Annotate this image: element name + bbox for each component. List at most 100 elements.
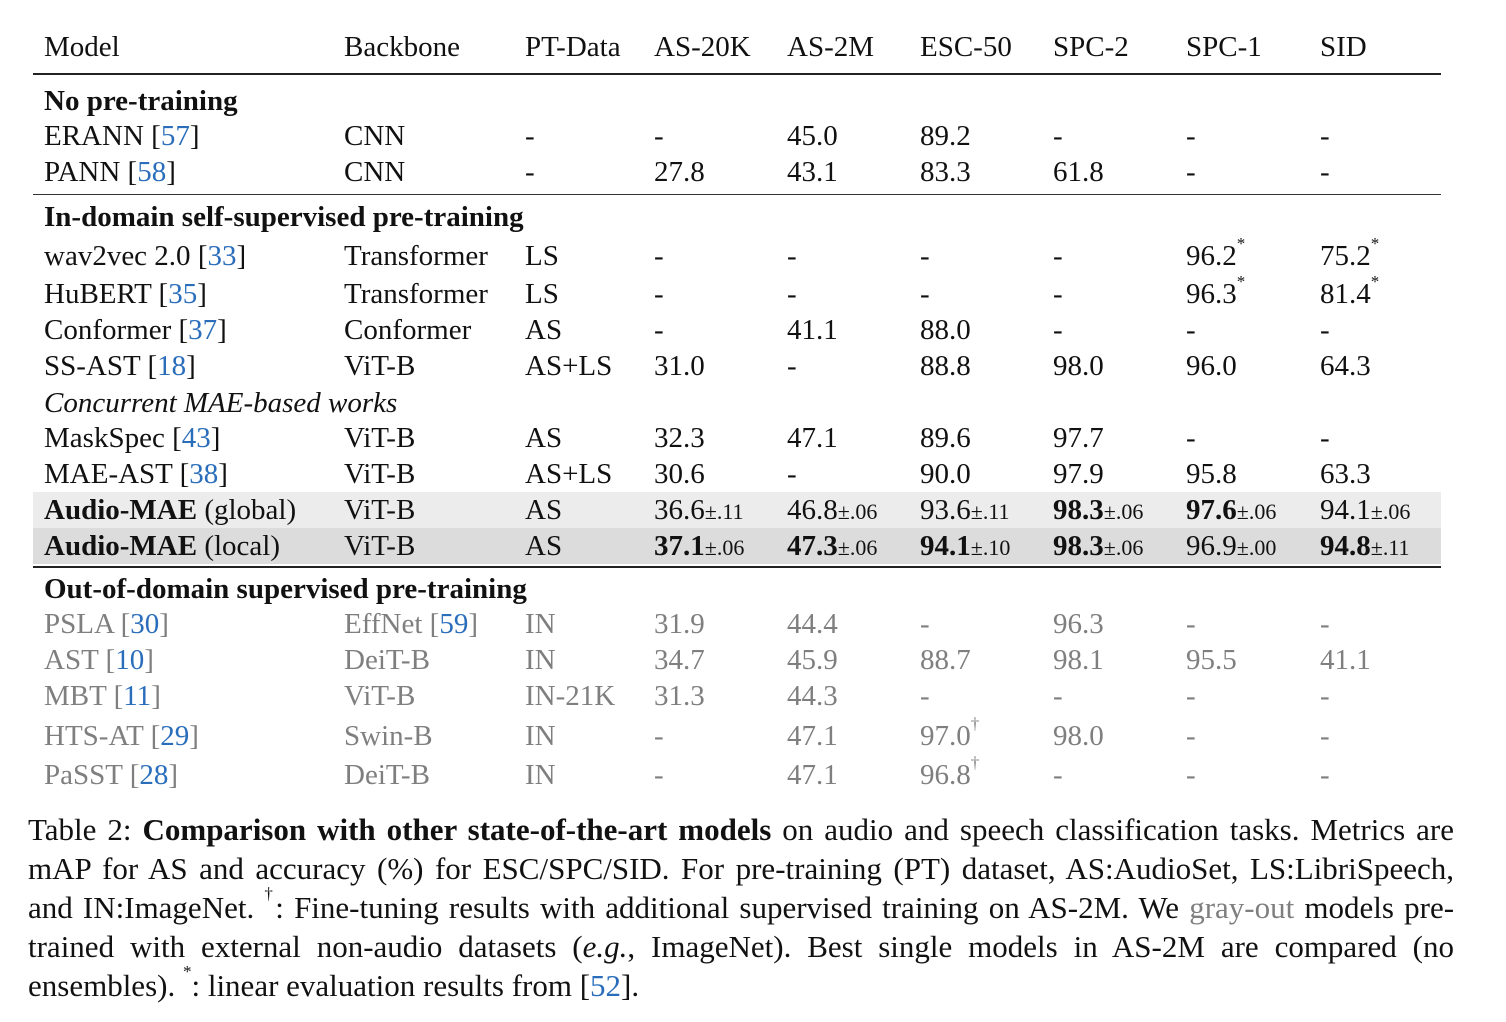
metric-cell: 96.8† [920,753,979,793]
metric-cell: - [654,759,664,791]
metric-cell: - [654,314,664,346]
citation-link[interactable]: 10 [115,644,145,676]
footnote-mark: † [970,714,980,733]
citation-link[interactable]: 18 [157,350,187,382]
metric-cell: 41.1 [1320,644,1371,676]
pt-data-cell: - [525,156,535,188]
pt-data-cell: AS [525,530,563,562]
pt-data-cell: IN [525,608,556,640]
pt-data-cell: AS [525,422,563,454]
column-header: ESC-50 [920,31,1012,63]
caption-text: : linear evaluation results from [ [191,968,591,1003]
backbone-cell: ViT-B [344,348,415,384]
citation-link[interactable]: 57 [160,120,190,152]
metric-cell: 34.7 [654,644,705,676]
std-dev: ±.06 [1103,535,1144,560]
metric-cell: - [654,278,664,310]
std-dev: ±.06 [1236,499,1277,524]
std-dev: ±.11 [1370,535,1410,560]
metric-cell: - [1186,156,1196,188]
citation-link[interactable]: 52 [590,968,622,1003]
citation-link[interactable]: 38 [189,458,219,490]
table-row: wav2vec 2.0 [33] Transformer LS - - - -96.2* 75… [33,234,1441,274]
pt-data-cell: AS [525,314,563,346]
caption-text: models pre-trained with external non-aud… [28,890,1455,964]
model-cell: MAE-AST [38] [44,458,228,490]
column-header: Model [44,31,120,63]
metric-cell: - [1053,314,1063,346]
metric-cell: 97.7 [1053,422,1104,454]
citation-link[interactable]: 30 [130,608,160,640]
metric-value: 47.3 [787,530,838,562]
citation-link[interactable]: 59 [439,608,469,640]
citation-link[interactable]: 28 [139,759,169,791]
metric-cell: 44.4 [787,608,838,640]
metric-value: 96.9 [1186,530,1237,562]
metric-cell: 98.3±.06 [1053,528,1143,566]
model-cell: ERANN [57] [44,120,200,152]
backbone-name: Transformer [344,240,488,272]
metric-cell: 96.3* [1186,272,1245,312]
citation-link[interactable]: 33 [207,240,237,272]
std-dev: ±.06 [837,499,878,524]
metric-cell: 96.2* [1186,234,1245,274]
table-row: HTS-AT [29] Swin-B IN - 47.1 97.0† 98.0 - - [33,714,1441,754]
citation-link[interactable]: 11 [123,680,152,712]
metric-cell: - [1186,680,1196,712]
model-name: wav2vec 2.0 [44,240,191,272]
backbone-name: ViT-B [344,530,416,562]
pt-data-cell: LS [525,240,559,272]
table-rule [33,566,1441,568]
metric-cell: 95.8 [1186,458,1237,490]
metric-cell: 88.0 [920,314,971,346]
footnote-mark: * [1370,272,1380,291]
backbone-name: ViT-B [344,680,416,712]
citation-link[interactable]: 37 [188,314,218,346]
metric-cell: 89.2 [920,120,971,152]
std-dev: ±.11 [704,499,744,524]
metric-value: 98.3 [1053,530,1104,562]
model-name: PaSST [44,759,123,791]
backbone-name: DeiT-B [344,644,430,676]
backbone-cell: ViT-B [344,492,415,528]
citation-link[interactable]: 43 [181,422,211,454]
metric-cell: 98.3±.06 [1053,492,1143,530]
metric-cell: 97.0† [920,714,979,754]
backbone-cell: Transformer [344,238,488,274]
metric-cell: 31.0 [654,350,705,382]
model-name: MaskSpec [44,422,165,454]
model-cell: wav2vec 2.0 [33] [44,240,247,272]
model-cell: HTS-AT [29] [44,720,199,752]
metric-value: 97.6 [1186,494,1237,526]
metric-cell: 94.8±.11 [1320,528,1410,566]
pt-data-cell: IN [525,759,556,791]
metric-cell: 47.1 [787,720,838,752]
backbone-cell: ViT-B [344,456,415,492]
backbone-cell: EffNet [59] [344,608,478,640]
backbone-name: ViT-B [344,458,416,490]
metric-cell: 94.1±.06 [1320,492,1410,530]
metric-value: 96.8 [920,759,971,791]
backbone-name: DeiT-B [344,759,430,791]
metric-cell: - [1320,120,1330,152]
pt-data-cell: AS [525,494,563,526]
backbone-cell: DeiT-B [344,757,430,793]
table-caption: Table 2: Comparison with other state-of-… [28,810,1454,1005]
citation-link[interactable]: 29 [160,720,190,752]
citation-link[interactable]: 58 [137,156,167,188]
backbone-name: CNN [344,156,406,188]
std-dev: ±.06 [1370,499,1411,524]
metric-cell: 46.8±.06 [787,492,877,530]
metric-cell: 45.0 [787,120,838,152]
pt-data-cell: AS+LS [525,350,613,382]
citation-link[interactable]: 35 [168,278,198,310]
metric-cell: 88.7 [920,644,971,676]
metric-value: 37.1 [654,530,705,562]
metric-cell: 98.0 [1053,350,1104,382]
footnote-mark: † [264,884,276,903]
metric-cell: - [654,120,664,152]
table-row: Audio-MAE (local) ViT-B AS 37.1±.06 47.3±.06… [33,528,1441,564]
metric-cell: 47.1 [787,759,838,791]
backbone-cell: ViT-B [344,420,415,456]
metric-value: 96.2 [1186,240,1237,272]
